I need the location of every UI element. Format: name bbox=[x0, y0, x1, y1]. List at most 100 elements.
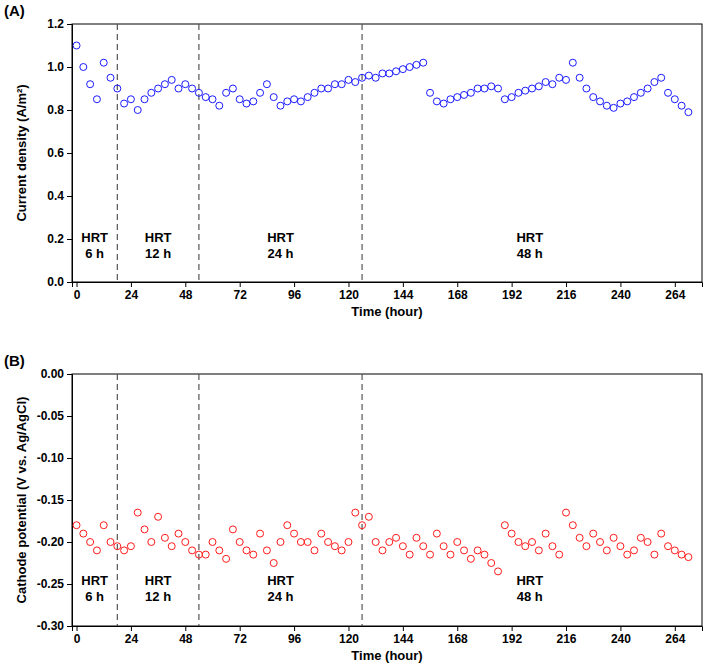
y-tick-mark bbox=[67, 416, 72, 417]
y-tick-label: 0.2 bbox=[47, 232, 64, 246]
data-point bbox=[583, 85, 590, 92]
y-tick-label: -0.20 bbox=[37, 535, 65, 549]
panel-title: (A) bbox=[4, 2, 25, 19]
x-tick-label: 264 bbox=[665, 288, 685, 302]
x-tick-mark bbox=[185, 626, 186, 631]
data-point bbox=[474, 547, 481, 554]
x-tick-mark bbox=[457, 282, 458, 287]
data-point bbox=[284, 98, 291, 105]
data-point bbox=[359, 74, 366, 81]
data-point bbox=[297, 98, 304, 105]
x-tick-label: 96 bbox=[288, 632, 302, 646]
data-point bbox=[134, 509, 141, 516]
y-tick-label: -0.15 bbox=[37, 493, 65, 507]
data-point bbox=[182, 539, 189, 546]
x-tick-mark bbox=[566, 626, 567, 631]
phase-label-line: 6 h bbox=[85, 589, 104, 604]
y-tick-mark bbox=[67, 67, 72, 68]
data-point bbox=[359, 522, 366, 529]
data-point bbox=[80, 530, 87, 537]
data-point bbox=[277, 102, 284, 109]
data-point bbox=[488, 83, 495, 90]
data-point bbox=[338, 547, 345, 554]
y-tick: -0.10 bbox=[37, 451, 72, 465]
data-point bbox=[440, 100, 447, 107]
y-tick-mark bbox=[67, 626, 72, 627]
data-point bbox=[495, 85, 502, 92]
data-point bbox=[195, 89, 202, 96]
data-point bbox=[365, 513, 372, 520]
data-point bbox=[413, 534, 420, 541]
data-point bbox=[447, 551, 454, 558]
data-point bbox=[352, 509, 359, 516]
y-tick-mark bbox=[67, 458, 72, 459]
phase-label-line: HRT bbox=[267, 230, 294, 245]
data-point bbox=[454, 94, 461, 101]
x-tick-label: 144 bbox=[393, 288, 413, 302]
data-point bbox=[529, 539, 536, 546]
x-tick: 168 bbox=[448, 626, 468, 646]
data-point bbox=[372, 74, 379, 81]
data-point bbox=[223, 555, 230, 562]
data-point bbox=[155, 513, 162, 520]
data-point bbox=[461, 547, 468, 554]
phase-label: HRT6 h bbox=[81, 573, 108, 604]
data-point bbox=[161, 81, 168, 88]
x-tick: 96 bbox=[288, 282, 302, 302]
data-point bbox=[454, 539, 461, 546]
phase-label: HRT24 h bbox=[267, 230, 294, 261]
phase-label: HRT12 h bbox=[145, 230, 172, 261]
data-point bbox=[93, 547, 100, 554]
x-tick: 264 bbox=[665, 282, 685, 302]
data-point bbox=[148, 539, 155, 546]
plot-area bbox=[73, 374, 692, 626]
x-axis-line bbox=[73, 283, 703, 288]
data-point bbox=[175, 85, 182, 92]
data-point bbox=[223, 89, 230, 96]
data-point bbox=[386, 70, 393, 77]
data-point bbox=[535, 547, 542, 554]
y-tick-mark bbox=[67, 24, 72, 25]
data-point bbox=[522, 543, 529, 550]
data-point bbox=[107, 74, 114, 81]
data-point bbox=[291, 530, 298, 537]
data-point bbox=[590, 530, 597, 537]
x-tick: 192 bbox=[502, 282, 522, 302]
data-point bbox=[155, 85, 162, 92]
phase-label-line: HRT bbox=[145, 230, 172, 245]
x-tick-mark bbox=[403, 626, 404, 631]
data-point bbox=[134, 107, 141, 114]
data-point bbox=[141, 96, 148, 103]
data-point bbox=[563, 509, 570, 516]
data-point bbox=[597, 539, 604, 546]
x-tick-label: 96 bbox=[288, 288, 302, 302]
x-tick: 144 bbox=[393, 626, 413, 646]
phase-label-line: 12 h bbox=[145, 246, 171, 261]
x-tick-mark bbox=[675, 282, 676, 287]
data-point bbox=[243, 547, 250, 554]
data-point bbox=[671, 96, 678, 103]
data-point bbox=[325, 85, 332, 92]
data-point bbox=[665, 89, 672, 96]
y-tick-mark bbox=[67, 374, 72, 375]
x-axis-title: Time (hour) bbox=[351, 304, 422, 319]
y-tick-label: 0.0 bbox=[47, 275, 64, 289]
x-tick-mark bbox=[512, 626, 513, 631]
data-point bbox=[427, 89, 434, 96]
data-point bbox=[202, 551, 209, 558]
x-tick: 72 bbox=[234, 282, 248, 302]
x-tick-mark bbox=[240, 282, 241, 287]
x-tick-mark bbox=[240, 626, 241, 631]
data-point bbox=[610, 534, 617, 541]
x-tick: 48 bbox=[179, 626, 193, 646]
data-point bbox=[651, 79, 658, 86]
data-point bbox=[617, 543, 624, 550]
x-tick: 216 bbox=[557, 282, 577, 302]
data-point bbox=[189, 547, 196, 554]
data-point bbox=[318, 85, 325, 92]
data-point bbox=[678, 551, 685, 558]
data-point bbox=[427, 551, 434, 558]
data-point bbox=[597, 98, 604, 105]
data-point bbox=[168, 543, 175, 550]
y-axis: -0.30-0.25-0.20-0.15-0.10-0.050.00 bbox=[37, 367, 73, 633]
